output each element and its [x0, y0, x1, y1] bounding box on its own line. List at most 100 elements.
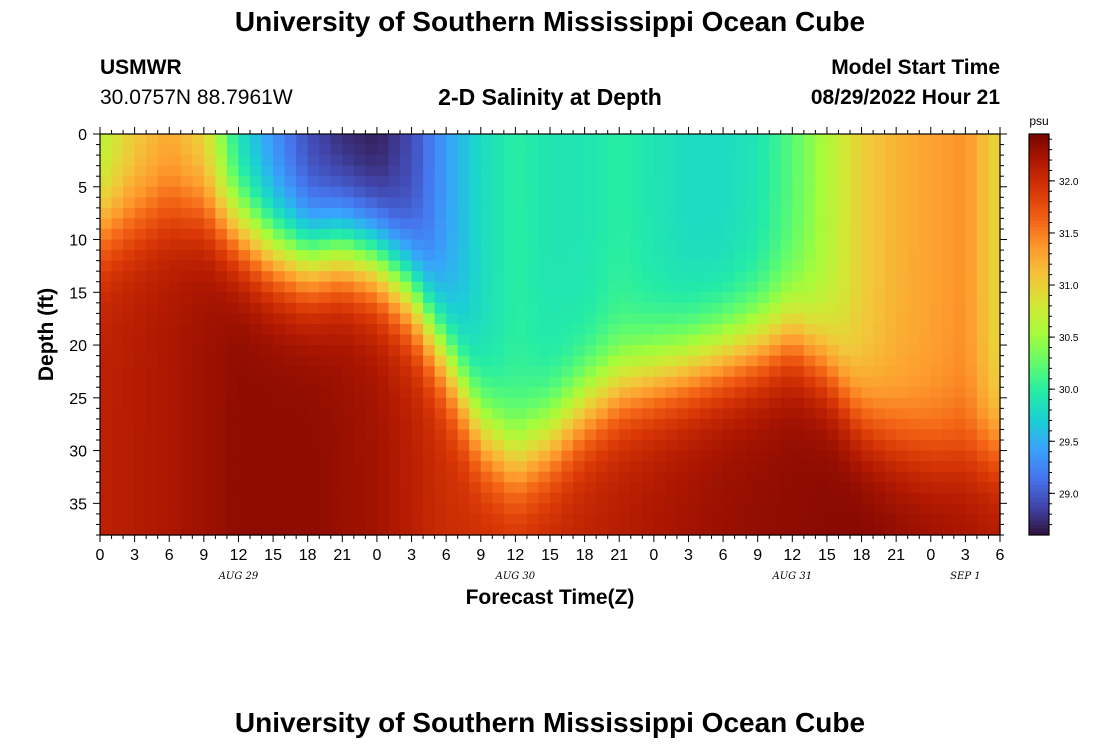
- heatmap-cell: [838, 228, 851, 241]
- heatmap-cell: [203, 524, 216, 536]
- heatmap-cell: [792, 271, 805, 283]
- heatmap-cell: [700, 397, 713, 409]
- heatmap-cell: [930, 408, 943, 420]
- heatmap-cell: [907, 440, 920, 452]
- heatmap-cell: [907, 228, 920, 241]
- heatmap-cell: [192, 524, 205, 536]
- heatmap-cell: [169, 176, 182, 188]
- colorbar-segment: [1029, 260, 1049, 265]
- heatmap-cell: [723, 492, 736, 504]
- heatmap-cell: [538, 218, 551, 230]
- heatmap-cell: [919, 482, 932, 494]
- heatmap-cell: [653, 144, 666, 156]
- colorbar-segment: [1029, 207, 1049, 212]
- heatmap-cell: [538, 440, 551, 452]
- heatmap-cell: [907, 366, 920, 378]
- heatmap-cell: [180, 165, 193, 177]
- heatmap-cell: [157, 513, 170, 526]
- heatmap-cell: [861, 176, 874, 188]
- x-tick-label: 6: [719, 547, 728, 564]
- heatmap-cell: [146, 513, 159, 526]
- heatmap-cell: [919, 176, 932, 188]
- heatmap-cell: [653, 134, 666, 146]
- heatmap-cell: [561, 513, 574, 526]
- heatmap-cell: [688, 461, 701, 473]
- heatmap-cell: [700, 218, 713, 230]
- heatmap-cell: [250, 302, 263, 314]
- heatmap-cell: [180, 524, 193, 536]
- heatmap-cell: [757, 345, 770, 357]
- heatmap-cell: [319, 440, 332, 452]
- heatmap-cell: [803, 366, 816, 378]
- heatmap-cell: [607, 408, 620, 420]
- heatmap-cell: [700, 450, 713, 462]
- heatmap-cell: [757, 387, 770, 399]
- x-tick-label: 15: [541, 547, 559, 564]
- heatmap-cell: [492, 397, 505, 409]
- heatmap-cell: [838, 471, 851, 483]
- heatmap-cell: [365, 207, 378, 220]
- heatmap-cell: [665, 292, 678, 304]
- heatmap-cell: [619, 418, 632, 431]
- colorbar-segment: [1029, 324, 1049, 329]
- heatmap-cell: [723, 524, 736, 536]
- heatmap-cell: [180, 302, 193, 314]
- heatmap-cell: [319, 513, 332, 526]
- heatmap-cell: [273, 450, 286, 462]
- heatmap-cell: [123, 207, 136, 220]
- heatmap-cell: [353, 302, 366, 314]
- heatmap-cell: [942, 134, 955, 146]
- heatmap-cell: [665, 429, 678, 441]
- heatmap-cell: [215, 524, 228, 536]
- colorbar-segment: [1029, 451, 1049, 456]
- heatmap-cell: [515, 429, 528, 441]
- heatmap-cell: [526, 186, 540, 198]
- heatmap-cell: [215, 355, 228, 367]
- heatmap-cell: [711, 492, 724, 504]
- heatmap-cell: [284, 355, 297, 367]
- heatmap-cell: [873, 397, 886, 409]
- heatmap-cell: [792, 197, 805, 209]
- colorbar-unit-label: psu: [1029, 114, 1048, 128]
- heatmap-cell: [642, 355, 655, 367]
- heatmap-cell: [503, 292, 516, 304]
- heatmap-cell: [342, 207, 355, 220]
- heatmap-cell: [907, 186, 920, 198]
- heatmap-cell: [596, 218, 609, 230]
- heatmap-cell: [884, 134, 897, 146]
- heatmap-cell: [953, 524, 966, 536]
- heatmap-cell: [111, 239, 124, 251]
- heatmap-cell: [850, 387, 863, 399]
- heatmap-cell: [953, 186, 966, 198]
- heatmap-cell: [965, 186, 978, 198]
- heatmap-cell: [146, 218, 159, 230]
- colorbar-segment: [1029, 471, 1049, 476]
- heatmap-cell: [803, 260, 816, 272]
- heatmap-cell: [146, 228, 159, 241]
- heatmap-cell: [723, 144, 736, 156]
- heatmap-cell: [457, 155, 470, 167]
- heatmap-cell: [734, 387, 747, 399]
- heatmap-cell: [203, 387, 216, 399]
- heatmap-cell: [353, 260, 366, 272]
- heatmap-cell: [169, 524, 182, 536]
- heatmap-cell: [192, 313, 205, 325]
- colorbar-segment: [1029, 230, 1049, 235]
- heatmap-cell: [630, 144, 643, 156]
- heatmap-cell: [169, 376, 182, 388]
- heatmap-cell: [665, 471, 678, 483]
- heatmap-cell: [850, 186, 863, 198]
- heatmap-cell: [780, 155, 793, 167]
- heatmap-cell: [711, 165, 724, 177]
- heatmap-cell: [734, 524, 747, 536]
- heatmap-cell: [169, 440, 182, 452]
- heatmap-cell: [538, 292, 551, 304]
- heatmap-cell: [665, 513, 678, 526]
- heatmap-cell: [711, 450, 724, 462]
- heatmap-cell: [988, 186, 1001, 198]
- heatmap-cell: [573, 313, 586, 325]
- heatmap-cell: [480, 228, 493, 241]
- heatmap-cell: [261, 376, 274, 388]
- heatmap-cell: [665, 313, 678, 325]
- heatmap-cell: [850, 355, 863, 367]
